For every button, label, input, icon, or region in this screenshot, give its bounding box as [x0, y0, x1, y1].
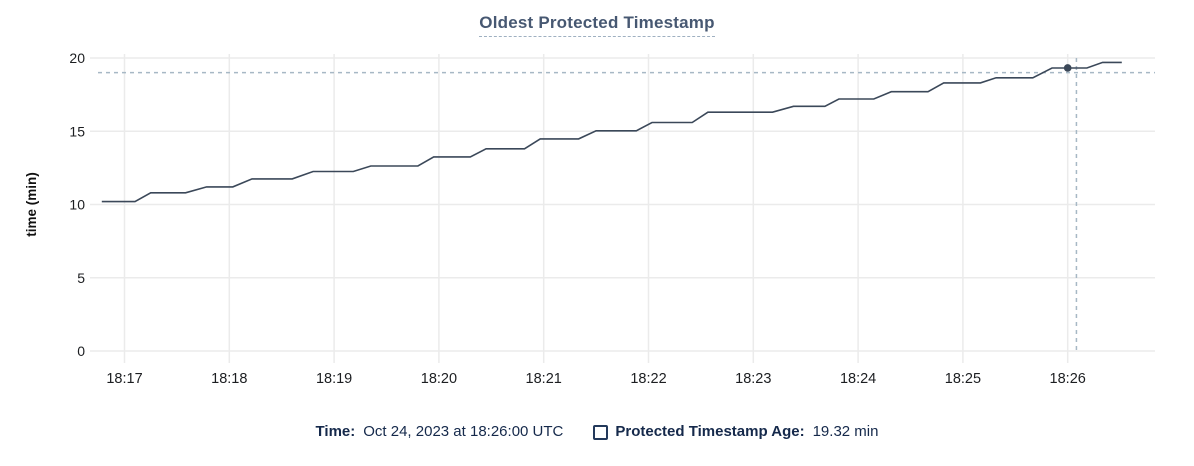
svg-text:18:26: 18:26	[1050, 371, 1086, 387]
svg-text:0: 0	[77, 343, 85, 359]
chart-title[interactable]: Oldest Protected Timestamp	[479, 13, 715, 37]
series-checkbox-icon[interactable]	[593, 424, 609, 440]
svg-text:18:24: 18:24	[840, 371, 876, 387]
hover-point	[1063, 64, 1072, 72]
svg-text:18:25: 18:25	[945, 371, 981, 387]
svg-text:18:19: 18:19	[316, 371, 352, 387]
svg-text:18:21: 18:21	[526, 371, 562, 387]
legend-series-value: 19.32 min	[812, 423, 879, 440]
series-line	[101, 61, 1122, 203]
legend-time-value: Oct 24, 2023 at 18:26:00 UTC	[363, 423, 564, 440]
svg-text:18:17: 18:17	[106, 371, 142, 387]
svg-text:18:22: 18:22	[630, 371, 666, 387]
svg-text:20: 20	[69, 50, 85, 66]
gridlines	[90, 54, 1155, 363]
svg-text:18:18: 18:18	[211, 371, 247, 387]
svg-text:5: 5	[77, 270, 85, 286]
y-axis-labels: 0 5 10 15 20	[69, 50, 85, 359]
legend-series-label: Protected Timestamp Age:	[615, 423, 805, 440]
x-axis-labels: 18:17 18:18 18:19 18:20 18:21 18:22 18:23 18:24…	[106, 371, 1085, 387]
hover-crosshair	[98, 58, 1155, 351]
legend-time-label: Time:	[315, 423, 356, 440]
svg-text:18:23: 18:23	[735, 371, 771, 387]
svg-text:10: 10	[69, 197, 85, 213]
y-axis-title: time (min)	[24, 172, 39, 237]
chart-legend: Time: Oct 24, 2023 at 18:26:00 UTC Prote…	[0, 421, 1194, 443]
chart-header: Oldest Protected Timestamp	[0, 13, 1194, 37]
svg-text:18:20: 18:20	[421, 371, 457, 387]
svg-text:15: 15	[69, 123, 85, 139]
